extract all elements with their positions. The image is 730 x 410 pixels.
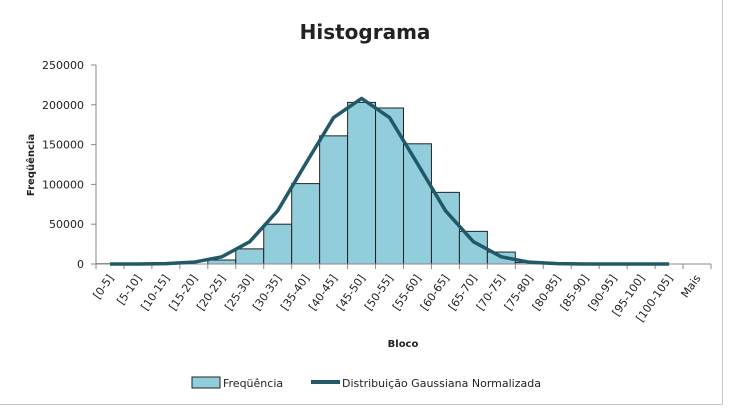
y-tick-label: 100000 (42, 178, 84, 191)
bar-[45-50] (347, 101, 377, 265)
y-tick-label: 0 (77, 258, 84, 271)
legend-label-frequencia: Freqüência (223, 377, 283, 390)
y-tick-label: 50000 (49, 218, 84, 231)
legend-swatch-frequencia (191, 376, 221, 389)
y-tick-label: 200000 (42, 99, 84, 112)
x-tick-label: Mais (678, 272, 703, 300)
legend-label-gaussiana: Distribuição Gaussiana Normalizada (342, 377, 541, 390)
bar-[60-65] (430, 191, 460, 265)
x-tick-label: [0-5] (91, 272, 117, 301)
legend: Freqüência Distribuição Gaussiana Normal… (191, 376, 541, 390)
chart-title: Histograma (300, 20, 431, 44)
bar-[20-25] (207, 259, 237, 265)
x-axis-label: Bloco (388, 339, 419, 350)
y-tick-label: 250000 (42, 59, 84, 72)
bar-[25-30] (235, 248, 265, 265)
y-tick-label: 150000 (42, 139, 84, 152)
bar-[30-35] (263, 223, 293, 265)
bar-[35-40] (291, 183, 321, 265)
y-axis-label: Freqüência (25, 134, 37, 196)
bar-[40-45] (319, 135, 349, 265)
chart-frame (0, 0, 723, 405)
